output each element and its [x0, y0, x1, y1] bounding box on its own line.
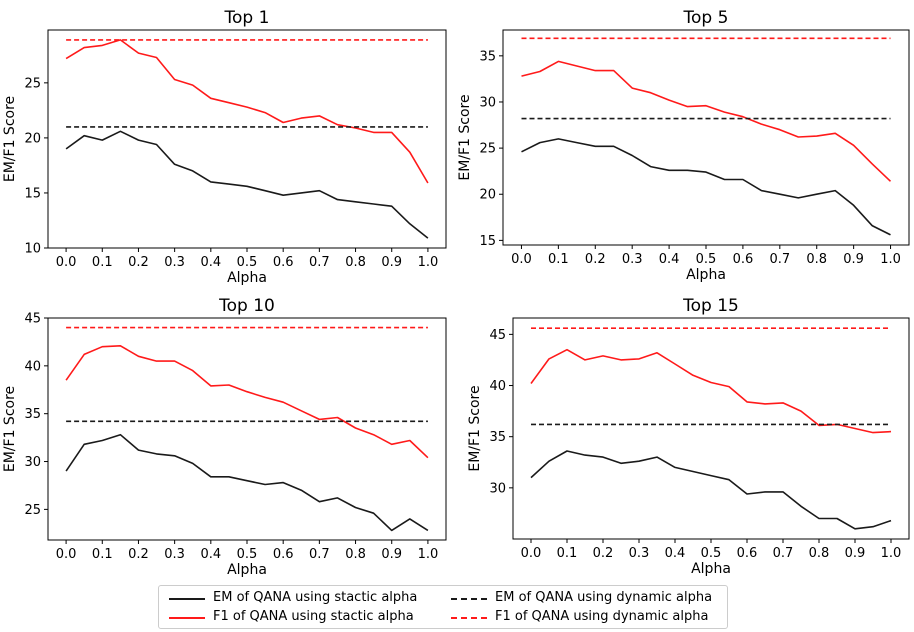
x-axis-label: Alpha [227, 562, 267, 578]
y-tick-label: 40 [24, 359, 41, 374]
x-tick-label: 0.4 [659, 252, 680, 267]
plot-frame [47, 317, 447, 541]
x-tick-label: 0.2 [593, 546, 614, 561]
x-tick-label: 0.3 [164, 547, 185, 562]
subplot-title: Top 10 [218, 296, 275, 316]
x-tick-label: 0.1 [92, 255, 113, 270]
series-line-0 [65, 433, 429, 532]
x-tick-label: 0.4 [200, 255, 221, 270]
subplot-title: Top 15 [682, 296, 739, 316]
x-tick-label: 1.0 [881, 546, 902, 561]
x-tick-label: 1.0 [880, 252, 901, 267]
x-tick-label: 0.9 [843, 252, 864, 267]
legend-swatch-f1-dynamic [451, 617, 487, 619]
x-tick-label: 0.0 [56, 547, 77, 562]
subplot-1: Top 1 0.0 0.1 0.2 0.3 0.4 0.5 0.6 0.7 0.8 0.9 1.0 10… [2, 8, 447, 286]
x-tick-label: 0.4 [665, 546, 686, 561]
x-tick-label: 0.0 [521, 546, 542, 561]
y-tick-label: 15 [24, 186, 41, 201]
x-tick-label: 0.5 [237, 547, 258, 562]
x-tick-label: 0.6 [737, 546, 758, 561]
x-tick-label: 0.9 [381, 547, 402, 562]
legend-swatch-em-dynamic [451, 598, 487, 600]
series-line-0 [530, 450, 892, 530]
x-tick-label: 1.0 [418, 255, 439, 270]
x-tick-label: 0.4 [200, 547, 221, 562]
x-tick-label: 0.3 [622, 252, 643, 267]
x-tick-label: 0.2 [585, 252, 606, 267]
x-tick-label: 0.0 [511, 252, 532, 267]
x-tick-label: 0.9 [381, 255, 402, 270]
x-tick-label: 0.1 [92, 547, 113, 562]
subplot-2: Top 5 0.0 0.1 0.2 0.3 0.4 0.5 0.6 0.7 0.8 0.9 1.0 15… [457, 8, 910, 283]
x-tick-label: 0.7 [309, 547, 330, 562]
x-tick-label: 0.7 [309, 255, 330, 270]
legend-swatch-f1-static [169, 617, 205, 619]
plot-frame [47, 29, 447, 249]
x-tick-label: 0.6 [273, 547, 294, 562]
y-axis-label: EM/F1 Score [2, 96, 18, 182]
x-tick-label: 0.7 [769, 252, 790, 267]
x-tick-label: 0.1 [557, 546, 578, 561]
x-tick-label: 0.0 [56, 255, 77, 270]
x-axis-label: Alpha [691, 561, 731, 577]
y-tick-label: 30 [24, 455, 41, 470]
series-line-0 [65, 130, 429, 239]
subplot-title: Top 1 [224, 8, 270, 28]
subplot-4: Top 15 0.0 0.1 0.2 0.3 0.4 0.5 0.6 0.7 0.8 0.9 1.0 3… [467, 296, 910, 577]
legend-label: EM of QANA using dynamic alpha [495, 590, 713, 605]
y-tick-label: 30 [479, 95, 496, 110]
subplot-title: Top 5 [683, 8, 729, 28]
y-tick-label: 35 [489, 430, 506, 445]
x-axis-label: Alpha [686, 267, 726, 283]
x-tick-label: 0.3 [629, 546, 650, 561]
y-tick-label: 20 [479, 188, 496, 203]
x-tick-label: 0.2 [128, 547, 149, 562]
x-tick-label: 0.8 [345, 547, 366, 562]
y-tick-label: 35 [479, 49, 496, 64]
y-tick-label: 45 [489, 328, 506, 343]
series-line-1 [65, 344, 429, 459]
y-axis-label: EM/F1 Score [457, 94, 473, 180]
x-tick-label: 0.9 [845, 546, 866, 561]
legend: EM of QANA using stactic alpha EM of QAN… [158, 585, 728, 629]
x-axis-label: Alpha [227, 270, 267, 286]
x-tick-label: 0.1 [548, 252, 569, 267]
y-axis-label: EM/F1 Score [2, 386, 18, 472]
y-tick-label: 20 [24, 131, 41, 146]
y-tick-label: 25 [24, 76, 41, 91]
x-tick-label: 0.8 [345, 255, 366, 270]
x-tick-label: 0.6 [273, 255, 294, 270]
legend-label: F1 of QANA using dynamic alpha [495, 609, 709, 624]
subplot-3: Top 10 0.0 0.1 0.2 0.3 0.4 0.5 0.6 0.7 0.8 0.9 1.0 2… [2, 296, 447, 578]
y-tick-label: 40 [489, 379, 506, 394]
series-line-1 [521, 60, 892, 182]
y-tick-label: 10 [24, 242, 41, 257]
legend-label: F1 of QANA using stactic alpha [213, 609, 414, 624]
legend-label: EM of QANA using stactic alpha [213, 590, 418, 605]
series-line-0 [521, 138, 891, 236]
series-line-1 [65, 39, 429, 184]
y-tick-label: 35 [24, 407, 41, 422]
x-tick-label: 1.0 [418, 547, 439, 562]
x-tick-label: 0.6 [733, 252, 754, 267]
x-tick-label: 0.5 [701, 546, 722, 561]
y-tick-label: 25 [24, 503, 41, 518]
x-tick-label: 0.5 [696, 252, 717, 267]
legend-swatch-em-static [169, 598, 205, 600]
x-tick-label: 0.8 [809, 546, 830, 561]
x-tick-label: 0.2 [128, 255, 149, 270]
x-tick-label: 0.3 [164, 255, 185, 270]
y-tick-label: 45 [24, 312, 41, 327]
y-tick-label: 25 [479, 142, 496, 157]
x-tick-label: 0.5 [237, 255, 258, 270]
y-axis-label: EM/F1 Score [467, 385, 483, 471]
series-line-1 [530, 348, 892, 434]
y-tick-label: 15 [479, 234, 496, 249]
x-tick-label: 0.8 [806, 252, 827, 267]
plot-frame [512, 317, 910, 540]
y-tick-label: 30 [489, 481, 506, 496]
x-tick-label: 0.7 [773, 546, 794, 561]
